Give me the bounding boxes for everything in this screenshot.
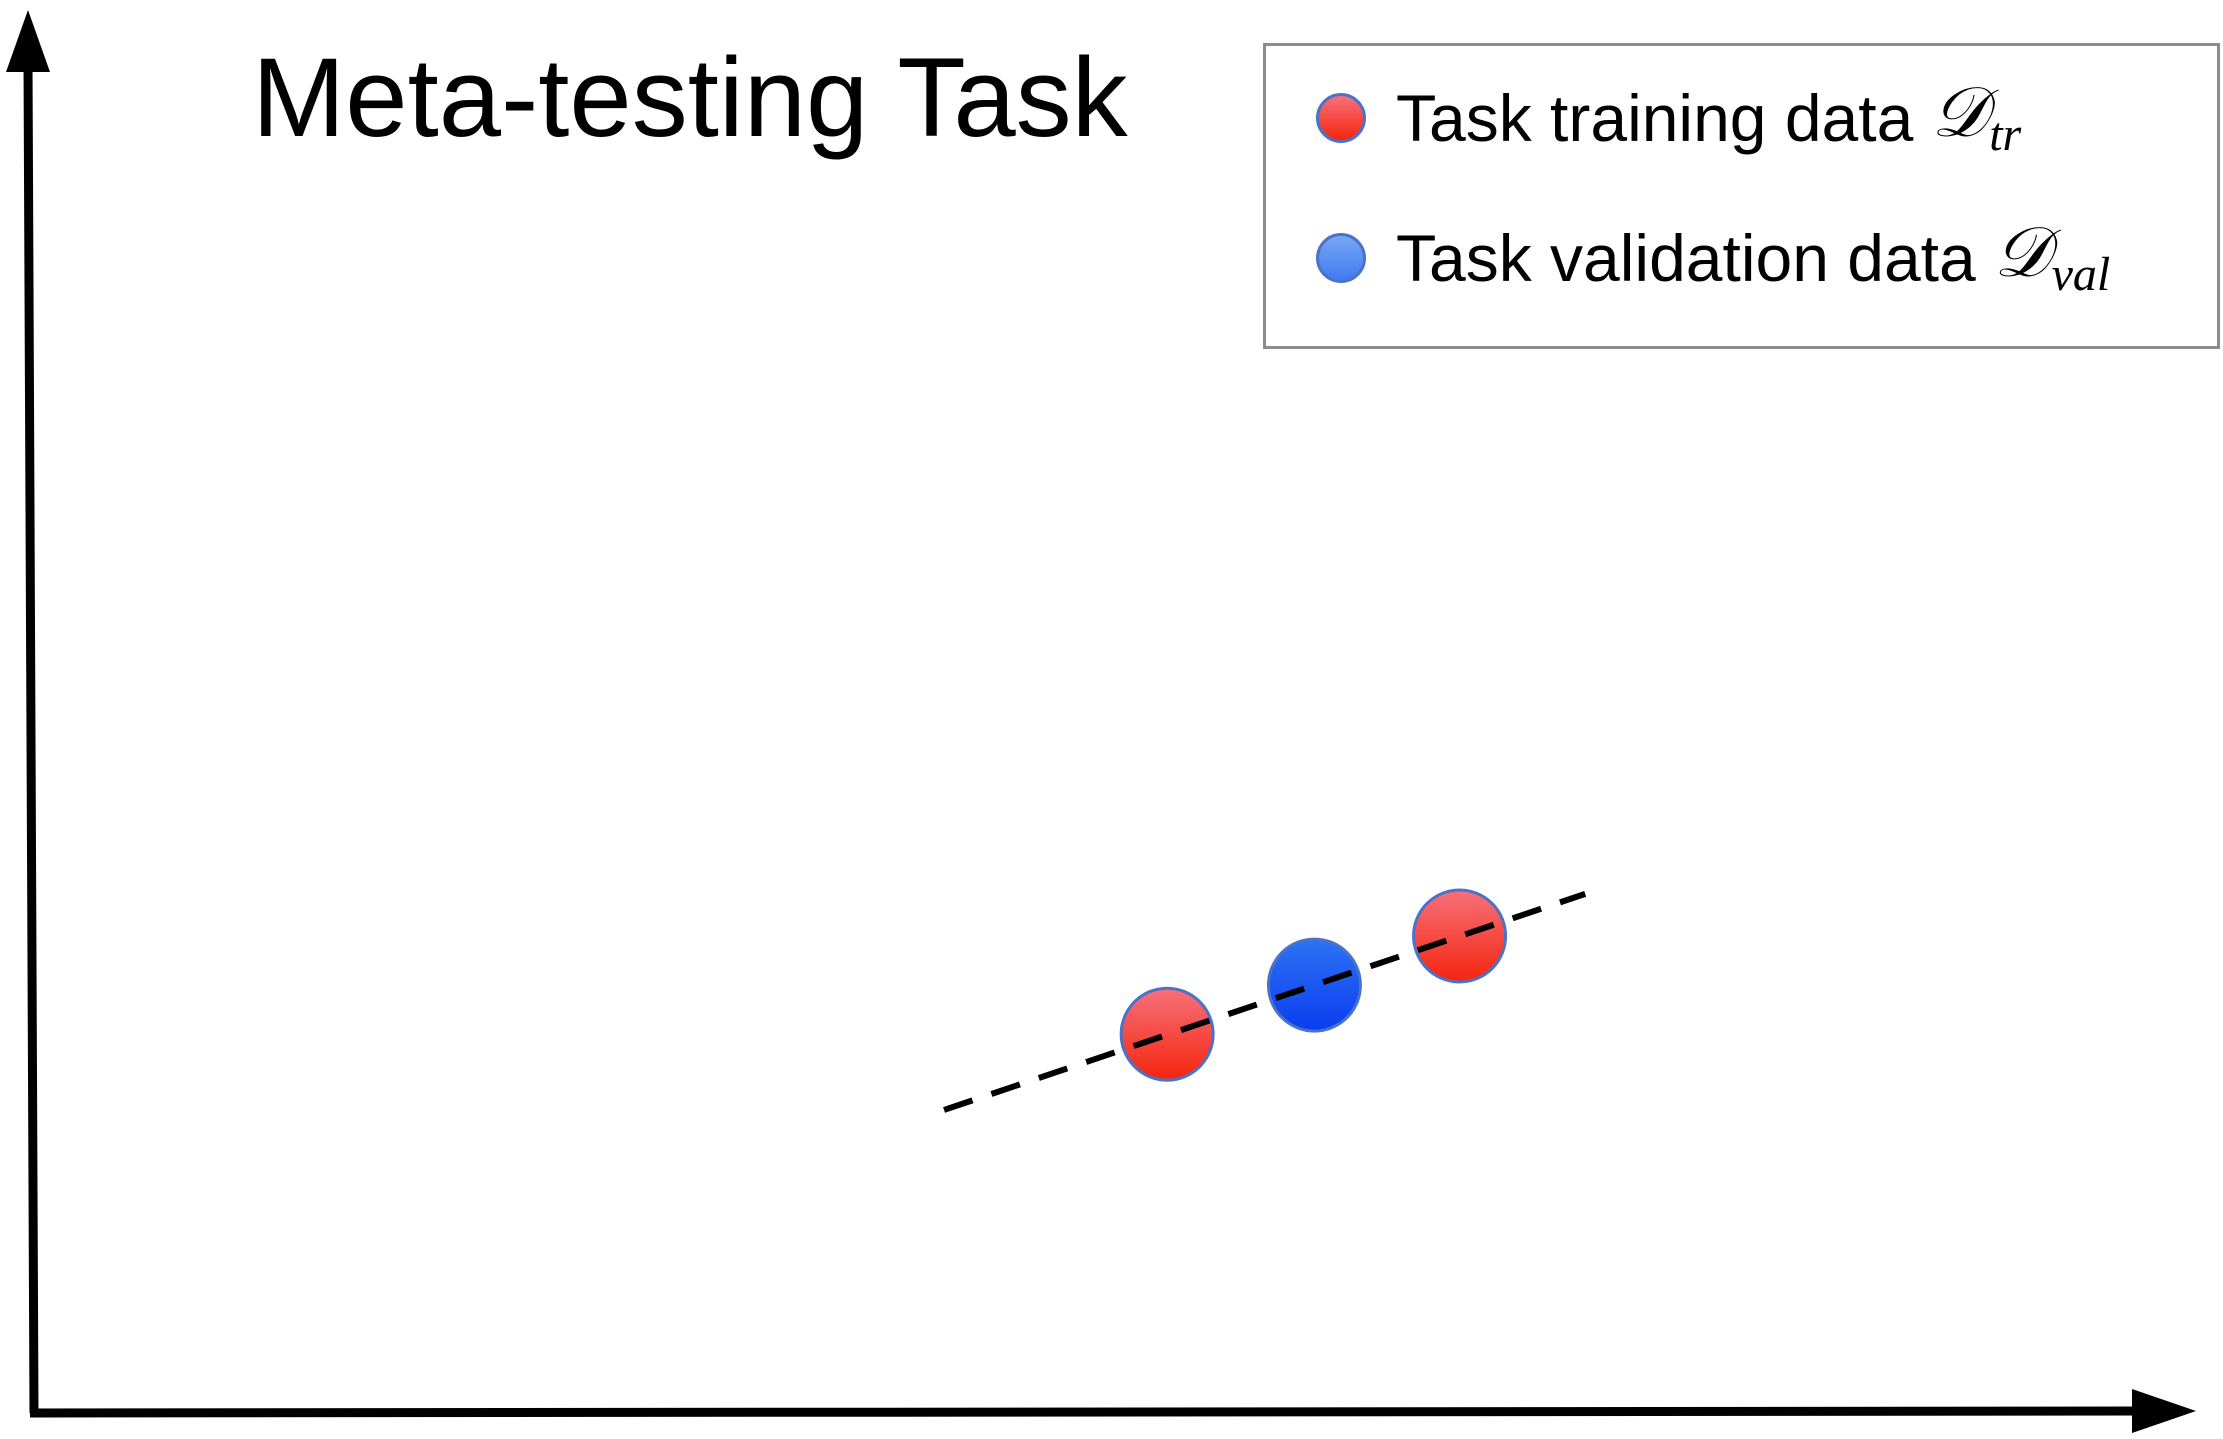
legend-symbol-training: 𝒟tr [1931, 74, 2021, 162]
chart-marks [943, 888, 1587, 1113]
validation-point-1 [1266, 937, 1362, 1033]
legend-symbol-training-subscript: tr [1989, 108, 2022, 161]
legend-item-training: Task training data 𝒟tr [1316, 75, 2021, 161]
legend-symbol-validation-letter: 𝒟 [1993, 215, 2050, 292]
diagram-title: Meta-testing Task [252, 35, 1128, 160]
legend-label-validation: Task validation data [1396, 221, 1976, 295]
training-point-2 [1412, 888, 1508, 984]
legend-symbol-training-letter: 𝒟 [1931, 75, 1988, 152]
legend-symbol-validation-subscript: val [2051, 248, 2111, 301]
y-axis-line [23, 61, 39, 1414]
training-point-1 [1119, 986, 1215, 1082]
red-circle-icon [1316, 93, 1366, 143]
legend-label-training: Task training data [1396, 81, 1914, 155]
legend-box: Task training data 𝒟tr Task validation d… [1263, 43, 2220, 349]
x-axis-line [29, 1406, 2151, 1418]
y-axis-arrowhead [6, 10, 50, 72]
legend-symbol-validation: 𝒟val [1994, 214, 2111, 302]
dashed-fit-line [943, 891, 1587, 1113]
legend-item-validation: Task validation data 𝒟val [1316, 215, 2110, 301]
blue-circle-icon [1316, 233, 1366, 283]
x-axis-arrowhead [2132, 1389, 2196, 1433]
